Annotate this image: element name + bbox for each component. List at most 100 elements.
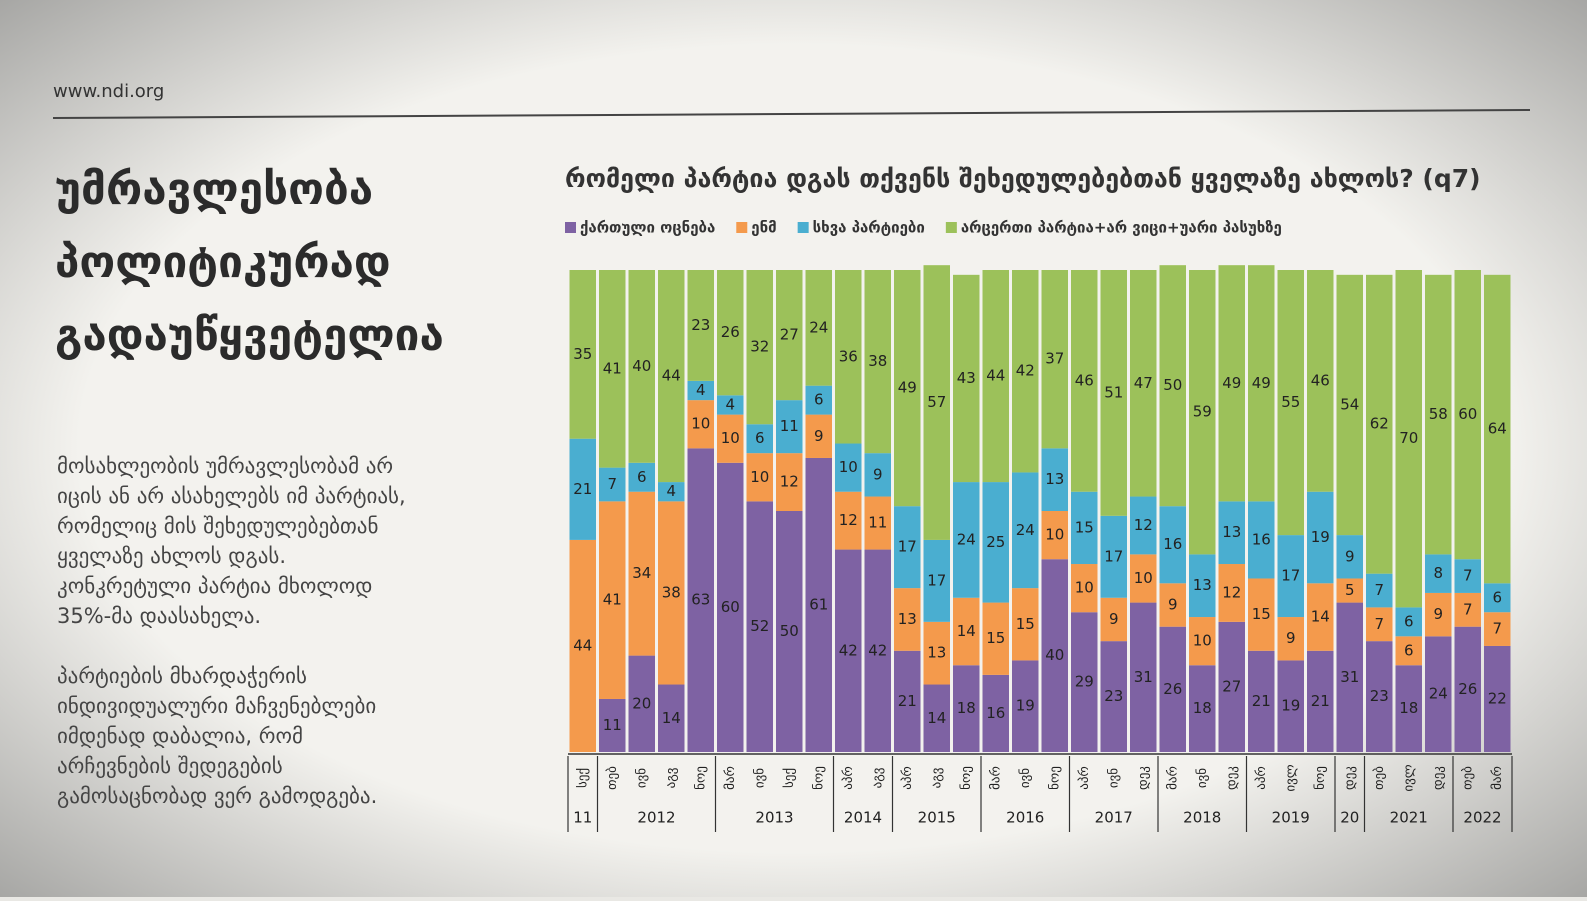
bar-segment [1366,641,1393,752]
bar-segment [835,491,862,550]
bar-segment [658,501,685,685]
bar-segment [1041,511,1068,560]
bar-segment [687,380,714,401]
bar-segment [1336,535,1363,579]
x-tick-label: ივნ [1106,768,1121,788]
bar-segment [1130,602,1157,752]
bar-segment [805,414,832,458]
bar-segment [569,539,596,752]
data-label: 21 [1311,692,1330,710]
data-label: 42 [1016,362,1035,380]
x-tick-label: ნოე [811,766,826,790]
data-label: 6 [1404,612,1414,630]
bar-segment [628,491,655,656]
bar-segment [1218,501,1245,565]
bar-segment [1012,270,1039,473]
bar-segment [1041,448,1068,511]
bar-segment [1307,650,1334,752]
bar-segment [1336,578,1363,603]
data-label: 70 [1399,429,1418,447]
data-label: 13 [1193,576,1212,594]
data-label: 46 [1075,371,1094,389]
header-rule [52,109,1531,119]
bar-segment [746,501,773,752]
bar-segment [687,448,714,752]
bar-segment [717,395,744,415]
data-label: 41 [603,359,622,377]
bar-segment [1366,274,1393,574]
bar-segment [982,602,1009,675]
bar-segment [1454,592,1481,627]
bar-segment [717,414,744,463]
x-tick-label: აგვ [929,768,944,789]
bar-segment [894,650,921,752]
x-tick-label: დეკ [1136,766,1151,790]
data-label: 7 [1374,615,1384,633]
legend: ქართული ოცნება ენმ სხვა პარტიები არცერთი პა… [565,219,1282,237]
x-tick-label: აპრ [1254,766,1269,790]
bar-segment [1454,559,1481,593]
heading-line: პოლიტიკურად [55,237,391,288]
bar-segment [805,270,832,386]
bar-segment [1218,564,1245,622]
bar-segment [1071,612,1098,752]
data-label: 6 [1492,588,1502,606]
left-panel: უმრავლესობა პოლიტიკურად გადაუწყვეტელია მოსა… [55,164,444,808]
data-label: 4 [666,482,676,500]
data-label: 58 [1429,405,1448,423]
body-line: კონკრეტული პარტია მხოლოდ [57,574,372,598]
x-tick-label: აგვ [870,768,885,789]
bar-segment [894,270,921,507]
data-label: 15 [1075,518,1094,536]
data-label: 9 [1168,595,1178,613]
body-line: გამოსაცნობად ვერ გამოდგება. [57,784,377,808]
bar-segment [1159,626,1186,752]
bar-segment [1454,270,1481,560]
body-line: ყველაზე ახლოს დგას. [57,544,286,568]
bar-segment [658,270,685,483]
data-label: 49 [1252,374,1271,392]
x-tick-label: ნოე [693,766,708,790]
data-label: 6 [755,429,765,447]
bar-segment [599,270,626,468]
bar-segment [1248,265,1275,502]
x-tick-label: დეკ [1224,766,1239,790]
data-label: 60 [1458,405,1477,423]
body-line: მოსახლეობის უმრავლესობამ არ [57,454,393,478]
x-tick-label: მარ [1165,766,1180,790]
data-label: 9 [1345,547,1355,565]
bar-segment [1218,265,1245,502]
data-label: 24 [809,318,828,336]
x-tick-label: დეკ [1342,766,1357,790]
bar-segment [599,467,626,502]
data-label: 52 [750,617,769,635]
legend-label: არცერთი პარტია+არ ვიცი+უარი პასუხზე [961,219,1282,237]
x-group-label: 2013 [755,809,793,827]
data-label: 35 [573,345,592,363]
data-label: 38 [662,583,681,601]
data-label: 59 [1193,403,1212,421]
data-label: 12 [1222,583,1241,601]
x-group-label: 11 [573,809,592,827]
data-label: 31 [1134,668,1153,686]
bar-segment [1484,612,1511,646]
bar-segment [1189,665,1216,752]
data-label: 49 [898,379,917,397]
data-label: 9 [873,465,883,483]
bar-segment [1484,645,1511,752]
data-label: 19 [1311,528,1330,546]
data-label: 64 [1488,420,1507,438]
legend-label: ენმ [751,219,776,237]
data-label: 22 [1488,689,1507,707]
bar-segment [1159,506,1186,584]
bar-segment [1484,583,1511,613]
bar-segment [1100,641,1127,752]
bar-segment [628,655,655,752]
data-label: 10 [1075,579,1094,597]
bar-segment [1130,270,1157,497]
data-label: 15 [986,629,1005,647]
bar-segment [599,698,626,752]
bar-segment [953,665,980,752]
bar-segment [835,270,862,444]
bar-segment [1159,583,1186,627]
